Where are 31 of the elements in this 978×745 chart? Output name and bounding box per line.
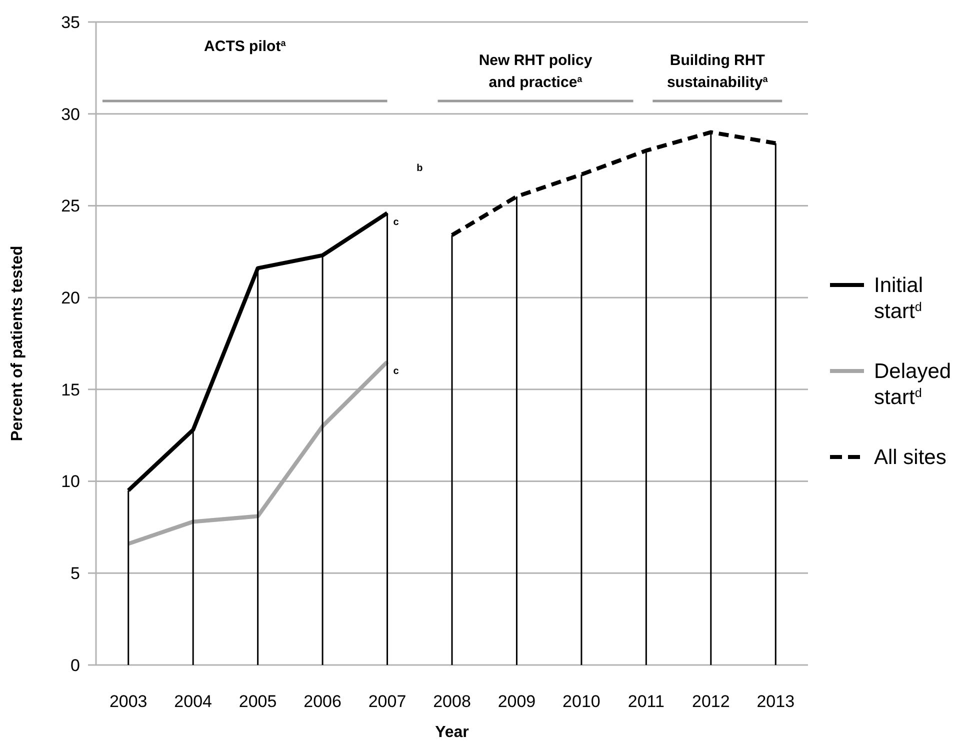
x-tick-label: 2011	[628, 692, 664, 711]
y-axis-title: Percent of patients tested	[9, 246, 26, 442]
annotation: b	[416, 162, 423, 174]
x-tick-label: 2010	[562, 692, 600, 711]
legend-label: All sites	[874, 446, 946, 469]
y-tick-label: 15	[61, 380, 80, 400]
annotation: c	[393, 217, 400, 228]
y-tick-label: 10	[61, 472, 80, 492]
y-tick-label: 5	[70, 564, 80, 584]
x-axis-title: Year	[435, 724, 469, 741]
x-tick-label: 2008	[433, 692, 471, 711]
x-tick-label: 2004	[174, 692, 212, 711]
x-tick-label: 2009	[498, 692, 536, 711]
line-series	[126, 360, 390, 546]
y-tick-label: 0	[70, 656, 80, 675]
x-tick-label: 2003	[109, 692, 148, 711]
x-tick-label: 2012	[692, 692, 730, 711]
annotation: c	[393, 366, 400, 377]
legend-label: Delayed start$^{d}$	[874, 360, 952, 409]
x-tick-label: 2013	[756, 692, 795, 711]
x-tick-label: 2006	[304, 692, 342, 711]
annotation: Building RHT sustainability$^{a}$	[666, 52, 769, 91]
y-tick-label: 25	[61, 196, 80, 216]
y-tick-label: 35	[61, 12, 80, 32]
y-tick-label: 20	[61, 288, 80, 308]
annotation: ACTS pilot$^{a}$	[204, 38, 287, 55]
legend-label: Initial start$^{d}$	[874, 274, 924, 323]
annotation: New RHT policy and practice$^{a}$	[478, 52, 593, 91]
y-tick-label: 30	[61, 104, 80, 124]
x-tick-label: 2005	[238, 692, 277, 711]
x-tick-label: 2007	[368, 692, 406, 711]
